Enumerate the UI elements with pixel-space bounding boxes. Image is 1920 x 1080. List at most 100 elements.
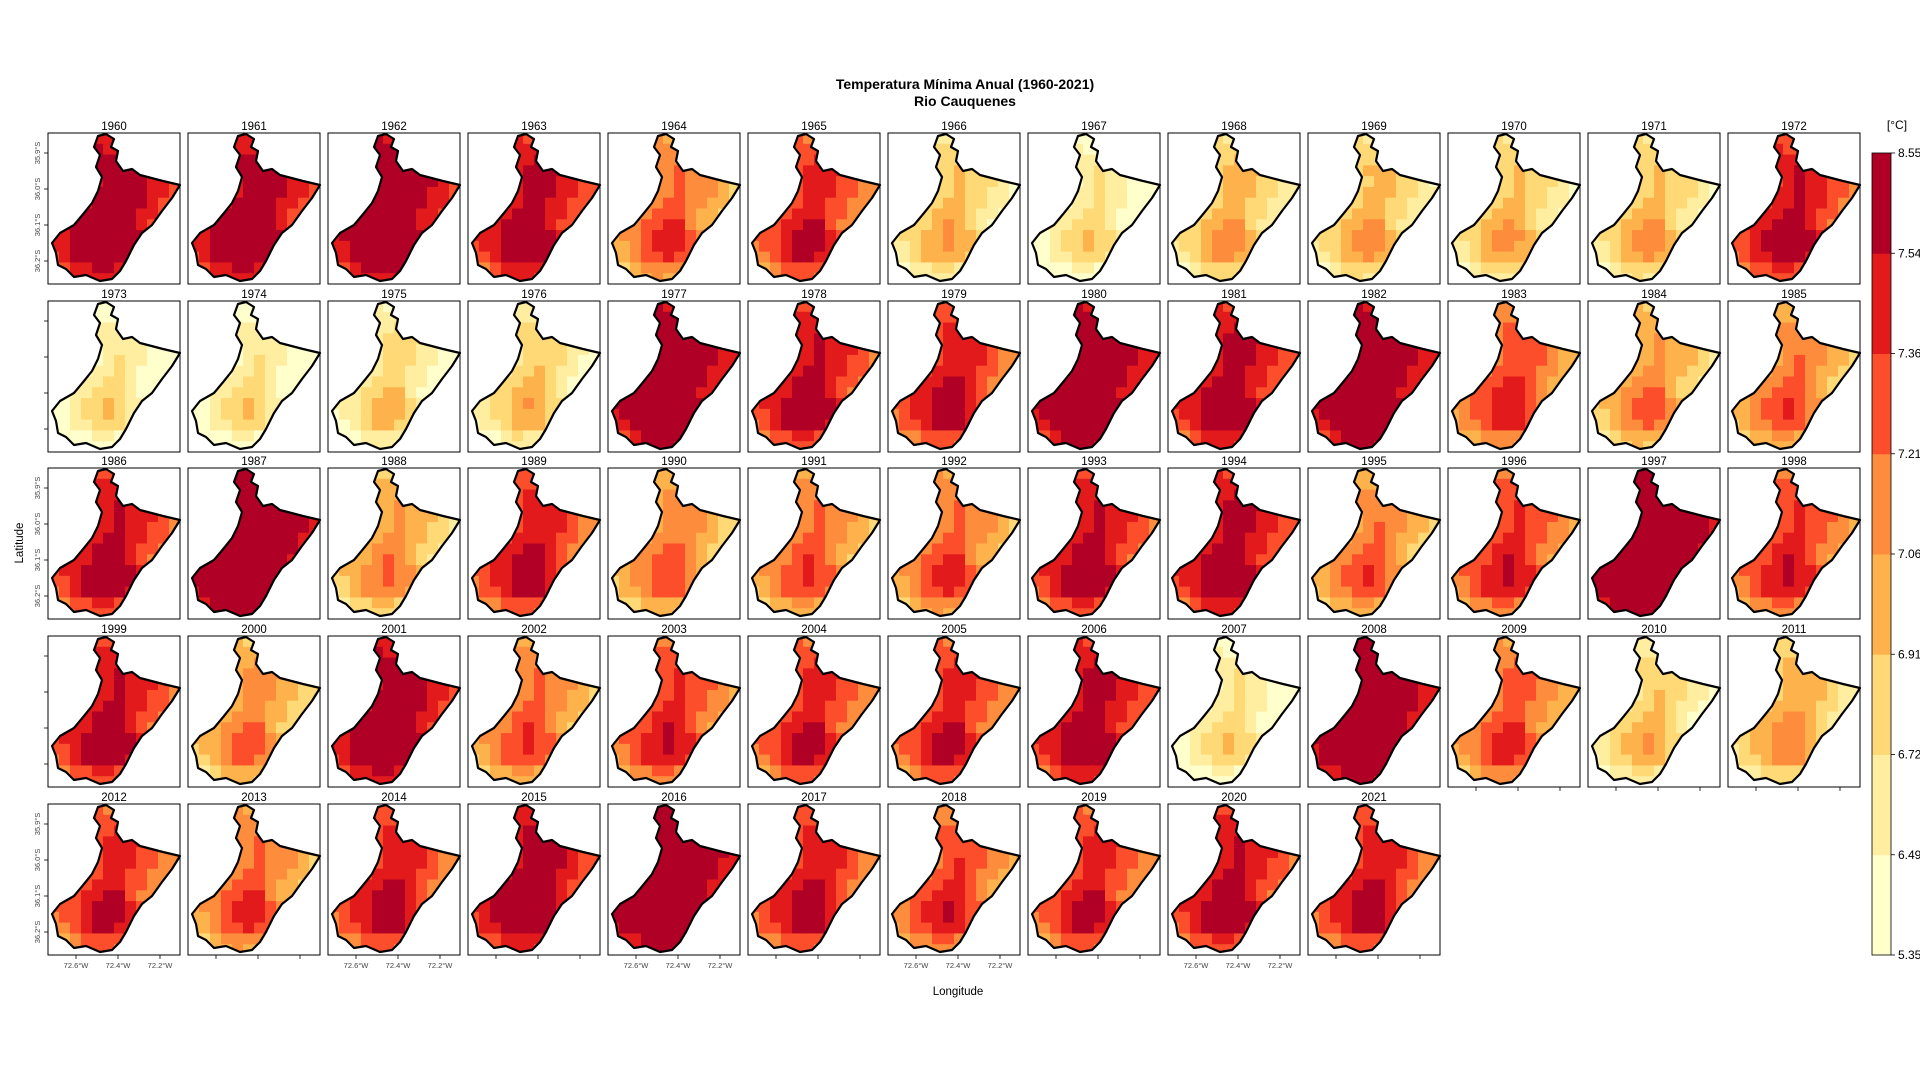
grid-cell bbox=[1761, 376, 1773, 388]
grid-cell bbox=[232, 608, 244, 616]
panel-border bbox=[887, 300, 1021, 453]
grid-cell bbox=[523, 186, 535, 199]
grid-cell bbox=[932, 398, 944, 410]
grid-cell bbox=[663, 176, 675, 188]
grid-cell bbox=[943, 302, 955, 313]
grid-cell bbox=[221, 419, 233, 432]
grid-cell bbox=[759, 240, 771, 253]
grid-cell bbox=[792, 365, 804, 378]
grid-cell bbox=[1234, 354, 1246, 367]
grid-cell bbox=[232, 197, 244, 210]
grid-cell bbox=[1061, 208, 1073, 220]
grid-cell bbox=[1256, 176, 1268, 188]
grid-cell bbox=[1223, 230, 1235, 242]
grid-cell bbox=[361, 554, 373, 566]
grid-cell bbox=[781, 376, 793, 388]
grid-cell bbox=[1794, 208, 1806, 220]
grid-cell bbox=[92, 441, 104, 449]
grid-cell bbox=[114, 597, 126, 609]
grid-cell bbox=[932, 408, 944, 421]
grid-cell bbox=[943, 376, 955, 388]
grid-cell bbox=[383, 230, 395, 242]
grid-cell bbox=[1525, 408, 1537, 421]
grid-cell bbox=[210, 554, 222, 566]
grid-cell bbox=[1481, 240, 1493, 253]
grid-cell bbox=[501, 219, 513, 231]
grid-cell bbox=[1256, 344, 1268, 356]
grid-cell bbox=[125, 344, 137, 356]
grid-cell bbox=[1094, 197, 1106, 210]
grid-cell bbox=[276, 176, 288, 188]
grid-cell bbox=[199, 575, 211, 588]
grid-cell bbox=[1245, 230, 1257, 242]
grid-cell bbox=[663, 273, 675, 281]
grid-cell bbox=[1654, 240, 1666, 253]
grid-cell bbox=[1838, 197, 1850, 210]
grid-cell bbox=[847, 197, 859, 210]
grid-cell bbox=[814, 165, 826, 177]
grid-cell bbox=[501, 387, 513, 399]
grid-cell bbox=[1592, 240, 1600, 253]
grid-cell bbox=[265, 219, 277, 231]
grid-cell bbox=[1212, 441, 1224, 449]
grid-cell bbox=[1525, 208, 1537, 220]
grid-cell bbox=[1061, 398, 1073, 410]
grid-cell bbox=[1083, 251, 1095, 264]
grid-cell bbox=[512, 208, 524, 220]
grid-cell bbox=[81, 597, 93, 609]
grid-cell bbox=[1363, 311, 1375, 324]
grid-cell bbox=[630, 408, 642, 421]
grid-cell bbox=[1654, 376, 1666, 388]
grid-cell bbox=[1632, 143, 1644, 156]
grid-cell bbox=[814, 186, 826, 199]
grid-cell bbox=[1072, 219, 1084, 231]
grid-cell bbox=[1072, 430, 1084, 442]
grid-cell bbox=[243, 376, 255, 388]
grid-cell bbox=[1525, 398, 1537, 410]
grid-cell bbox=[438, 186, 450, 199]
grid-cell bbox=[1105, 333, 1117, 345]
grid-cell bbox=[674, 176, 686, 188]
grid-cell bbox=[372, 197, 384, 210]
grid-cell bbox=[847, 344, 859, 356]
grid-cell bbox=[192, 240, 200, 253]
grid-cell bbox=[663, 251, 675, 264]
grid-cell bbox=[1050, 230, 1062, 242]
watershed-outline bbox=[1030, 300, 1162, 451]
grid-cell bbox=[1201, 208, 1213, 220]
watershed-outline bbox=[1730, 132, 1862, 283]
grid-cell bbox=[1503, 219, 1515, 231]
grid-cell bbox=[1138, 186, 1150, 199]
grid-cell bbox=[1452, 240, 1460, 253]
grid-cell bbox=[1492, 208, 1504, 220]
grid-cell bbox=[1105, 186, 1117, 199]
grid-cell bbox=[416, 543, 428, 555]
grid-cell bbox=[125, 230, 137, 242]
grid-cell bbox=[1396, 176, 1408, 188]
grid-cell bbox=[1116, 344, 1128, 356]
grid-cell bbox=[1687, 344, 1699, 356]
panel-year-label: 1981 bbox=[1221, 289, 1247, 301]
grid-cell bbox=[1212, 430, 1224, 442]
grid-cell bbox=[210, 262, 222, 274]
grid-cell bbox=[1385, 398, 1397, 410]
grid-cell bbox=[1385, 230, 1397, 242]
grid-cell bbox=[394, 398, 406, 410]
grid-cell bbox=[954, 398, 966, 410]
watershed-outline bbox=[330, 300, 462, 451]
grid-cell bbox=[1094, 408, 1106, 421]
grid-cell bbox=[1267, 376, 1279, 388]
grid-cell bbox=[405, 240, 417, 253]
grid-cell bbox=[372, 441, 384, 449]
grid-cell bbox=[1761, 408, 1773, 421]
grid-cell bbox=[103, 532, 115, 545]
grid-cell bbox=[1083, 240, 1095, 253]
grid-cell bbox=[578, 365, 590, 378]
grid-cell bbox=[103, 354, 115, 367]
grid-cell bbox=[1750, 262, 1762, 274]
grid-cell bbox=[1492, 408, 1504, 421]
grid-cell bbox=[1805, 219, 1817, 231]
grid-cell bbox=[1794, 219, 1806, 231]
grid-cell bbox=[770, 430, 782, 442]
grid-cell bbox=[92, 532, 104, 545]
